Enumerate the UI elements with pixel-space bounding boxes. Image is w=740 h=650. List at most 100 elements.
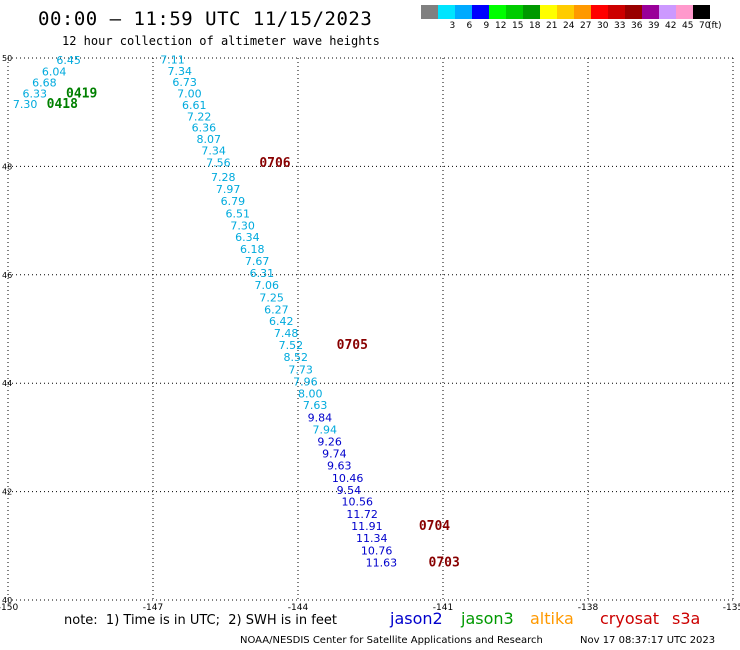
legend-label: 36 [631,21,643,31]
swh-value: 6.51 [226,207,251,220]
swh-value: 9.74 [322,447,347,460]
swh-value: 7.63 [303,399,328,412]
legend-label: 6 [466,21,473,31]
swh-value: 6.18 [240,243,265,256]
axis-labels: -150 -147 -144 -141 -138 -135 50 48 46 44 42 40 [0,54,740,613]
legend-label: 27 [580,21,592,31]
swh-value: 9.63 [327,459,352,472]
swh-value: 11.72 [346,508,378,521]
swh-value: 7.34 [168,65,193,78]
swh-value: 7.06 [255,279,280,292]
swh-value: 6.31 [250,267,275,280]
swh-value: 6.34 [235,231,260,244]
time-label: 0706 [259,156,290,171]
lon-label: -135 [723,603,740,613]
legend-swatch [574,5,591,19]
legend-swatch [455,5,472,19]
legend-swatch [421,5,438,19]
legend-swatch [540,5,557,19]
swh-value: 7.73 [288,363,313,376]
legend-swatch [625,5,642,19]
swh-value: 6.73 [172,76,197,89]
satellite-s3a: s3a [672,609,701,628]
legend-label: 30 [597,21,609,31]
swh-value: 9.84 [308,412,333,425]
legend-swatch [506,5,523,19]
legend-swatch [591,5,608,19]
swh-value: 9.54 [337,484,362,497]
swh-value: 11.34 [356,532,388,545]
swh-value: 6.79 [221,195,246,208]
lat-label: 46 [2,271,12,280]
satellite-cryosat: cryosat [600,609,660,628]
legend-label: 24 [563,21,575,31]
swh-points: 7.117.346.737.006.617.226.368.077.347.56… [13,53,397,569]
swh-value: 7.34 [201,144,226,157]
legend-swatch [659,5,676,19]
swh-value: 6.61 [182,99,207,112]
lat-label: 42 [2,488,12,497]
legend-label: 12 [495,21,507,31]
swh-value: 7.94 [313,424,338,437]
swh-value: 11.91 [351,520,383,533]
time-label: 0703 [429,555,460,570]
swh-value: 7.96 [293,375,318,388]
satellite-jason3: jason3 [461,609,514,628]
footer-credit: NOAA/NESDIS Center for Satellite Applica… [240,635,543,646]
legend-swatch [608,5,625,19]
legend-swatch [489,5,506,19]
map-grid [7,57,734,601]
swh-value: 7.52 [279,339,304,352]
swh-value: 10.56 [342,496,374,509]
lon-label: -147 [143,603,163,613]
time-label: 0419 [66,87,97,102]
color-legend-labels: 3 6 9 12 15 18 21 24 27 30 33 36 39 42 45 70 (ft) [421,21,740,33]
lat-label: 48 [2,162,12,171]
swh-value: 6.42 [269,315,294,328]
swh-value: 8.52 [284,351,309,364]
color-legend [421,5,710,19]
legend-swatch [693,5,710,19]
swh-value: 6.33 [23,88,48,101]
legend-label: 33 [614,21,626,31]
legend-swatch [472,5,489,19]
satellite-jason2: jason2 [390,609,443,628]
swh-value: 9.26 [317,436,342,449]
legend-label: 3 [449,21,456,31]
swh-value: 11.63 [366,556,398,569]
swh-value: 7.00 [177,88,202,101]
satellite-altika: altika [530,609,574,628]
legend-label: 39 [648,21,660,31]
swh-value: 7.30 [230,219,255,232]
swh-value: 7.22 [187,110,212,123]
lon-label: -150 [0,603,18,613]
lon-label: -144 [288,603,309,613]
legend-swatch [438,5,455,19]
legend-label: 42 [665,21,677,31]
time-label: 0704 [419,519,450,534]
map-subtitle: 12 hour collection of altimeter wave hei… [62,34,380,48]
swh-value: 7.56 [206,156,231,169]
swh-value: 7.30 [13,98,38,111]
footnote: note: 1) Time is in UTC; 2) SWH is in fe… [64,613,337,628]
swh-value: 7.28 [211,171,236,184]
legend-swatch [642,5,659,19]
legend-label: 21 [546,21,558,31]
map-title: 00:00 – 11:59 UTC 11/15/2023 [38,8,373,30]
legend-label: 70 [699,21,711,31]
swh-value: 6.27 [264,303,289,316]
swh-value: 7.97 [216,183,241,196]
swh-value: 10.46 [332,472,364,485]
lon-label: -138 [578,603,599,613]
swh-value: 7.11 [160,53,185,66]
legend-label: 15 [512,21,524,31]
swh-value: 7.25 [259,291,284,304]
footer-timestamp: Nov 17 08:37:17 UTC 2023 [580,635,716,646]
legend-swatch [523,5,540,19]
lon-label: -141 [433,603,453,613]
lat-label: 44 [2,379,12,388]
time-label: 0705 [337,338,368,353]
swh-value: 7.48 [274,327,299,340]
